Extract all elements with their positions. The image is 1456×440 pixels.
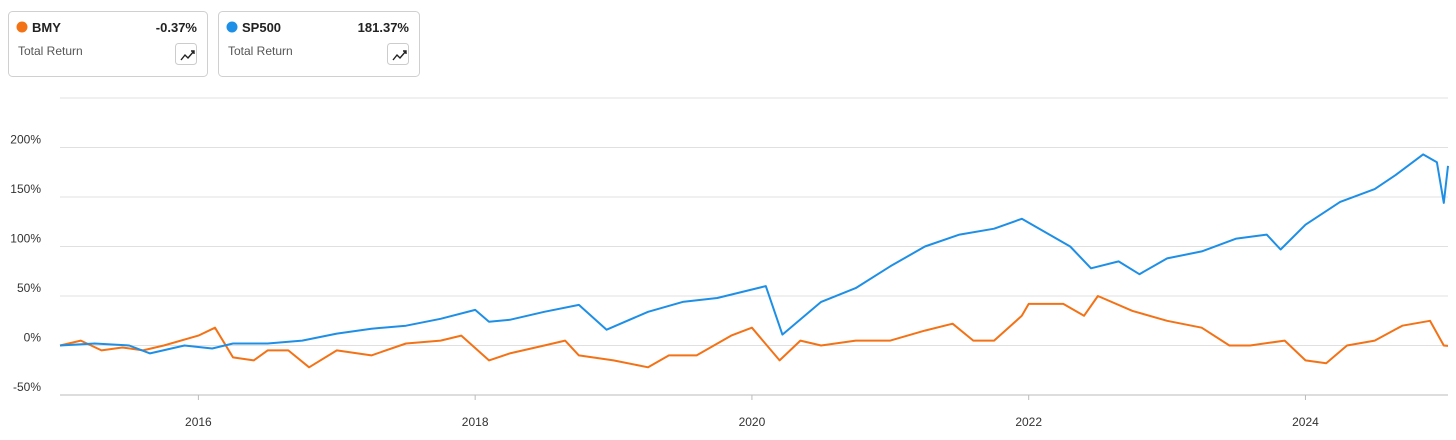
- legend-value: -0.37%: [156, 20, 198, 35]
- legend-card[interactable]: [218, 11, 420, 77]
- legend-card[interactable]: [8, 11, 208, 77]
- legend-subtitle: Total Return: [228, 44, 293, 58]
- x-tick-label: 2018: [462, 415, 489, 429]
- y-tick-label: 100%: [10, 232, 41, 246]
- legend-name: BMY: [32, 20, 61, 35]
- x-tick-label: 2020: [739, 415, 766, 429]
- y-tick-label: 200%: [10, 133, 41, 147]
- x-tick-label: 2022: [1015, 415, 1042, 429]
- legend-value: 181.37%: [358, 20, 410, 35]
- y-tick-label: 150%: [10, 182, 41, 196]
- legend-name: SP500: [242, 20, 281, 35]
- chart-icon: [180, 50, 195, 61]
- series-line: [59, 295, 1449, 369]
- y-tick-label: 50%: [17, 281, 41, 295]
- chart-icon: [392, 50, 407, 61]
- y-tick-label: 0%: [24, 331, 42, 345]
- series-line: [59, 153, 1449, 355]
- x-tick-label: 2024: [1292, 415, 1319, 429]
- x-tick-label: 2016: [185, 415, 212, 429]
- legend-subtitle: Total Return: [18, 44, 83, 58]
- legend-dot: [226, 21, 238, 33]
- legend-dot: [16, 21, 28, 33]
- y-tick-label: -50%: [13, 380, 41, 394]
